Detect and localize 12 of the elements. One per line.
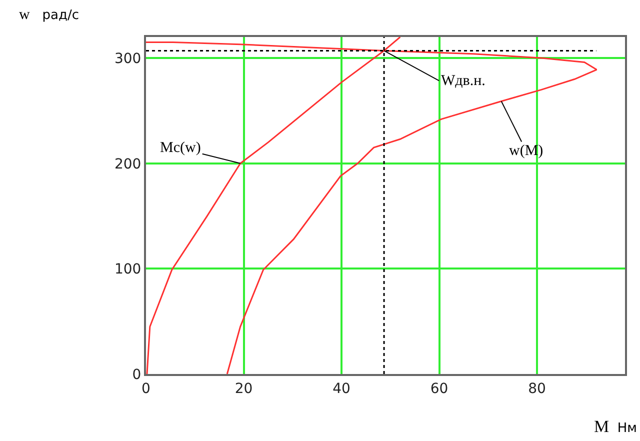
x-tick-label: 20	[234, 380, 253, 397]
y-tick-label: 0	[132, 366, 142, 383]
x-axis-title: M Нм	[594, 417, 637, 436]
x-tick-label: 60	[430, 380, 448, 397]
x-tick-label: 80	[528, 380, 546, 397]
text: Mc(w)	[160, 140, 201, 156]
y-axis-title: w рад/с	[19, 7, 79, 23]
y-tick-label: 100	[114, 262, 142, 278]
x-tick-label: 40	[332, 380, 350, 397]
annotation: Wдв.н.	[441, 73, 486, 89]
y-tick-label: 200	[114, 156, 142, 172]
y-tick-label: 300	[114, 50, 142, 67]
